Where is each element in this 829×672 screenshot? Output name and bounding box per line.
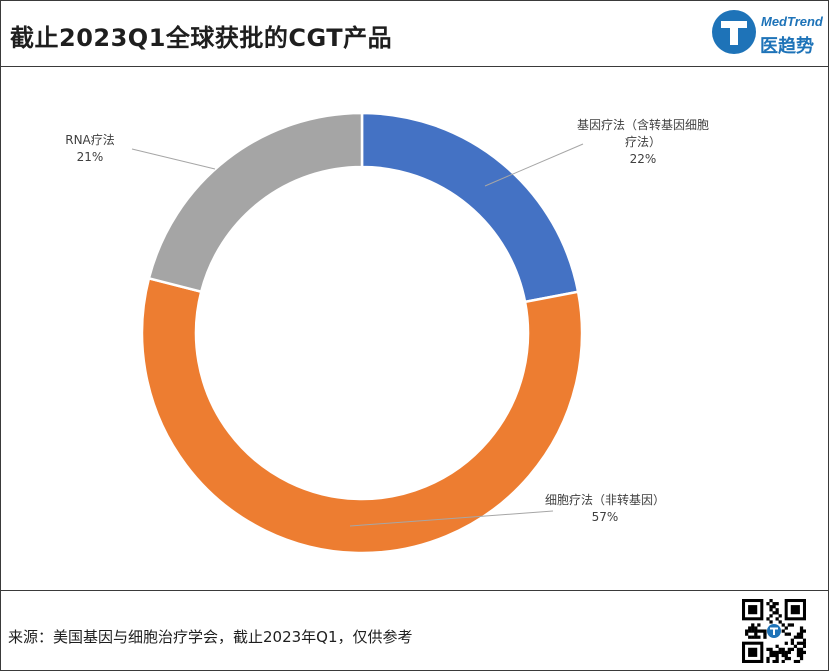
logo-text-en: MedTrend	[761, 14, 823, 29]
footer: 来源：美国基因与细胞治疗学会，截止2023年Q1，仅供参考	[0, 590, 829, 672]
slice-label-rna-therapy: RNA疗法	[65, 133, 115, 147]
leader-line-rna-therapy	[131, 148, 216, 170]
slice-label-cell-therapy: 细胞疗法（非转基因）	[545, 492, 665, 507]
leader-line-cell-therapy	[349, 510, 554, 527]
source-note: 来源：美国基因与细胞治疗学会，截止2023年Q1，仅供参考	[8, 628, 413, 646]
slice-cell-therapy	[140, 276, 584, 555]
data-label-cell-therapy: 57%	[592, 510, 619, 524]
data-label-rna-therapy: 21%	[77, 150, 104, 164]
slice-rna-therapy	[147, 111, 364, 294]
data-label-gene-therapy: 22%	[630, 152, 657, 166]
qr-code-icon	[742, 599, 806, 663]
logo-t-icon	[712, 10, 756, 54]
page-title: 截止2023Q1全球获批的CGT产品	[10, 24, 393, 52]
slice-label-gene-therapy: 疗法）	[625, 135, 661, 149]
chart-area: 基因疗法（含转基因细胞 疗法） 22% 细胞疗法（非转基因） 57% RNA疗法 21%	[0, 67, 829, 590]
header: 截止2023Q1全球获批的CGT产品 MedTrend 医趋势	[0, 0, 829, 67]
logo-text-cn: 医趋势	[760, 36, 814, 57]
slice-gene-therapy	[360, 111, 580, 304]
slice-label-gene-therapy: 基因疗法（含转基因细胞	[577, 117, 709, 132]
leader-line-gene-therapy	[484, 143, 584, 187]
medtrend-logo: MedTrend 医趋势	[712, 10, 823, 58]
